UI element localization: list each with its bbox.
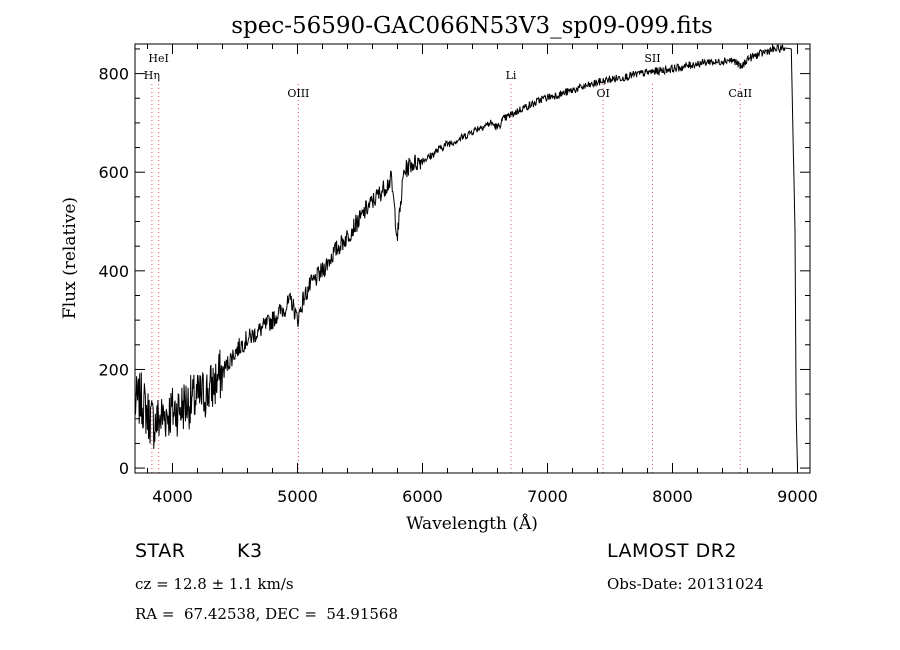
y-tick-label: 800 (98, 65, 129, 84)
y-tick-label: 400 (98, 262, 129, 281)
spectral-line-label: SII (644, 52, 660, 65)
x-tick-label: 5000 (277, 487, 318, 506)
spectral-line-label: CaII (728, 87, 752, 100)
survey-name: LAMOST DR2 (607, 540, 737, 562)
axis-ticks: 4000 5000 6000 7000 8000 9000 0 200 400 600 800 (98, 44, 818, 506)
coordinates: RA = 67.42538, DEC = 54.91568 (135, 605, 399, 623)
y-tick-label: 200 (98, 360, 129, 379)
object-class: STAR (135, 540, 186, 562)
spectral-line-label: HeI (148, 52, 168, 65)
spectrum-line (134, 43, 798, 469)
plot-frame (134, 43, 811, 474)
chart-title: spec-56590-GAC066N53V3_sp09-099.fits (231, 13, 713, 39)
object-subclass: K3 (237, 540, 263, 562)
y-tick-label: 600 (98, 163, 129, 182)
x-tick-label: 7000 (527, 487, 568, 506)
spectral-line-label: OI (596, 87, 609, 100)
y-axis-label: Flux (relative) (60, 197, 80, 319)
spectral-line-label: Li (506, 69, 517, 82)
y-tick-label: 0 (119, 459, 129, 478)
x-tick-label: 8000 (652, 487, 693, 506)
spectral-line-label: Hη (144, 69, 160, 82)
x-tick-label: 4000 (152, 487, 193, 506)
spectral-line-label: OIII (287, 87, 309, 100)
x-axis-label: Wavelength (Å) (406, 513, 538, 534)
obs-date: Obs-Date: 20131024 (607, 575, 764, 593)
spectral-line-markers: Hη HeI OIII Li OI SII CaII (144, 52, 752, 473)
x-tick-label: 6000 (402, 487, 443, 506)
redshift-text: cz = 12.8 ± 1.1 km/s (135, 575, 294, 593)
x-tick-label: 9000 (777, 487, 818, 506)
